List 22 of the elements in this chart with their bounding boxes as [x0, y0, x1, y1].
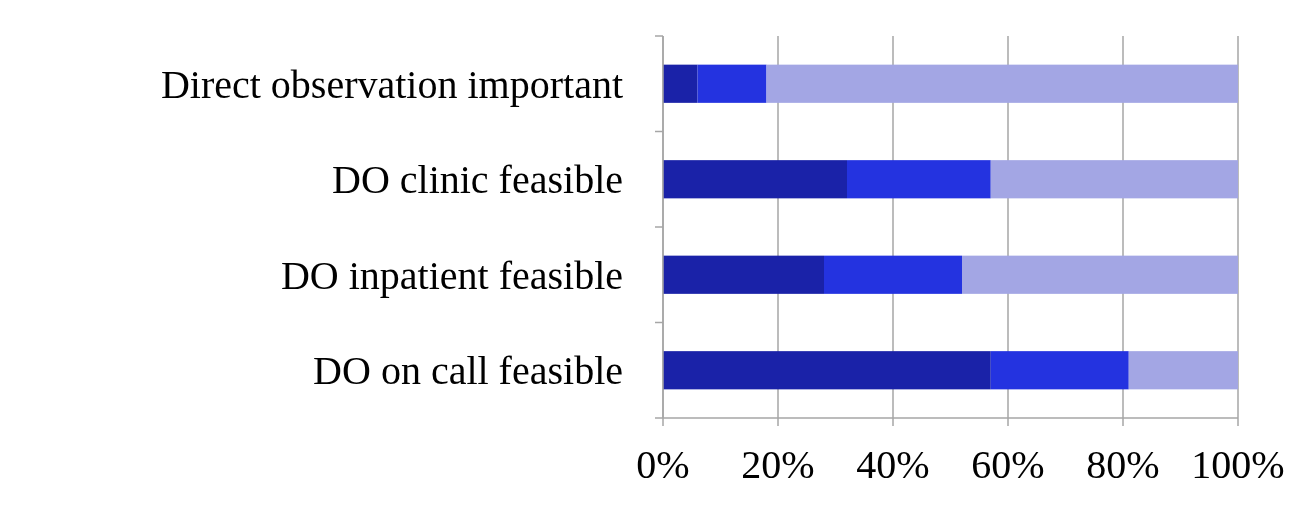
x-tick-label: 0%	[636, 442, 690, 487]
bar	[824, 255, 962, 294]
bar	[990, 160, 1238, 199]
x-tick-label: 60%	[971, 442, 1045, 487]
bar	[766, 64, 1238, 103]
y-tick-label: DO on call feasible	[313, 348, 623, 394]
bar	[1128, 351, 1238, 390]
bar	[663, 64, 698, 103]
bar	[990, 351, 1129, 390]
bar	[697, 64, 767, 103]
x-tick-label: 40%	[856, 442, 930, 487]
bar	[847, 160, 991, 199]
y-tick-label: DO inpatient feasible	[280, 252, 623, 298]
x-tick-label: 80%	[1086, 442, 1160, 487]
y-tick-label: DO clinic feasible	[332, 157, 623, 203]
bar	[962, 255, 1238, 294]
x-tick-label: 20%	[741, 442, 815, 487]
bar	[663, 351, 991, 390]
bar	[663, 255, 824, 294]
x-tick-label: 100%	[1191, 442, 1285, 487]
bar	[663, 160, 847, 199]
y-tick-label: Direct observation important	[160, 61, 623, 107]
